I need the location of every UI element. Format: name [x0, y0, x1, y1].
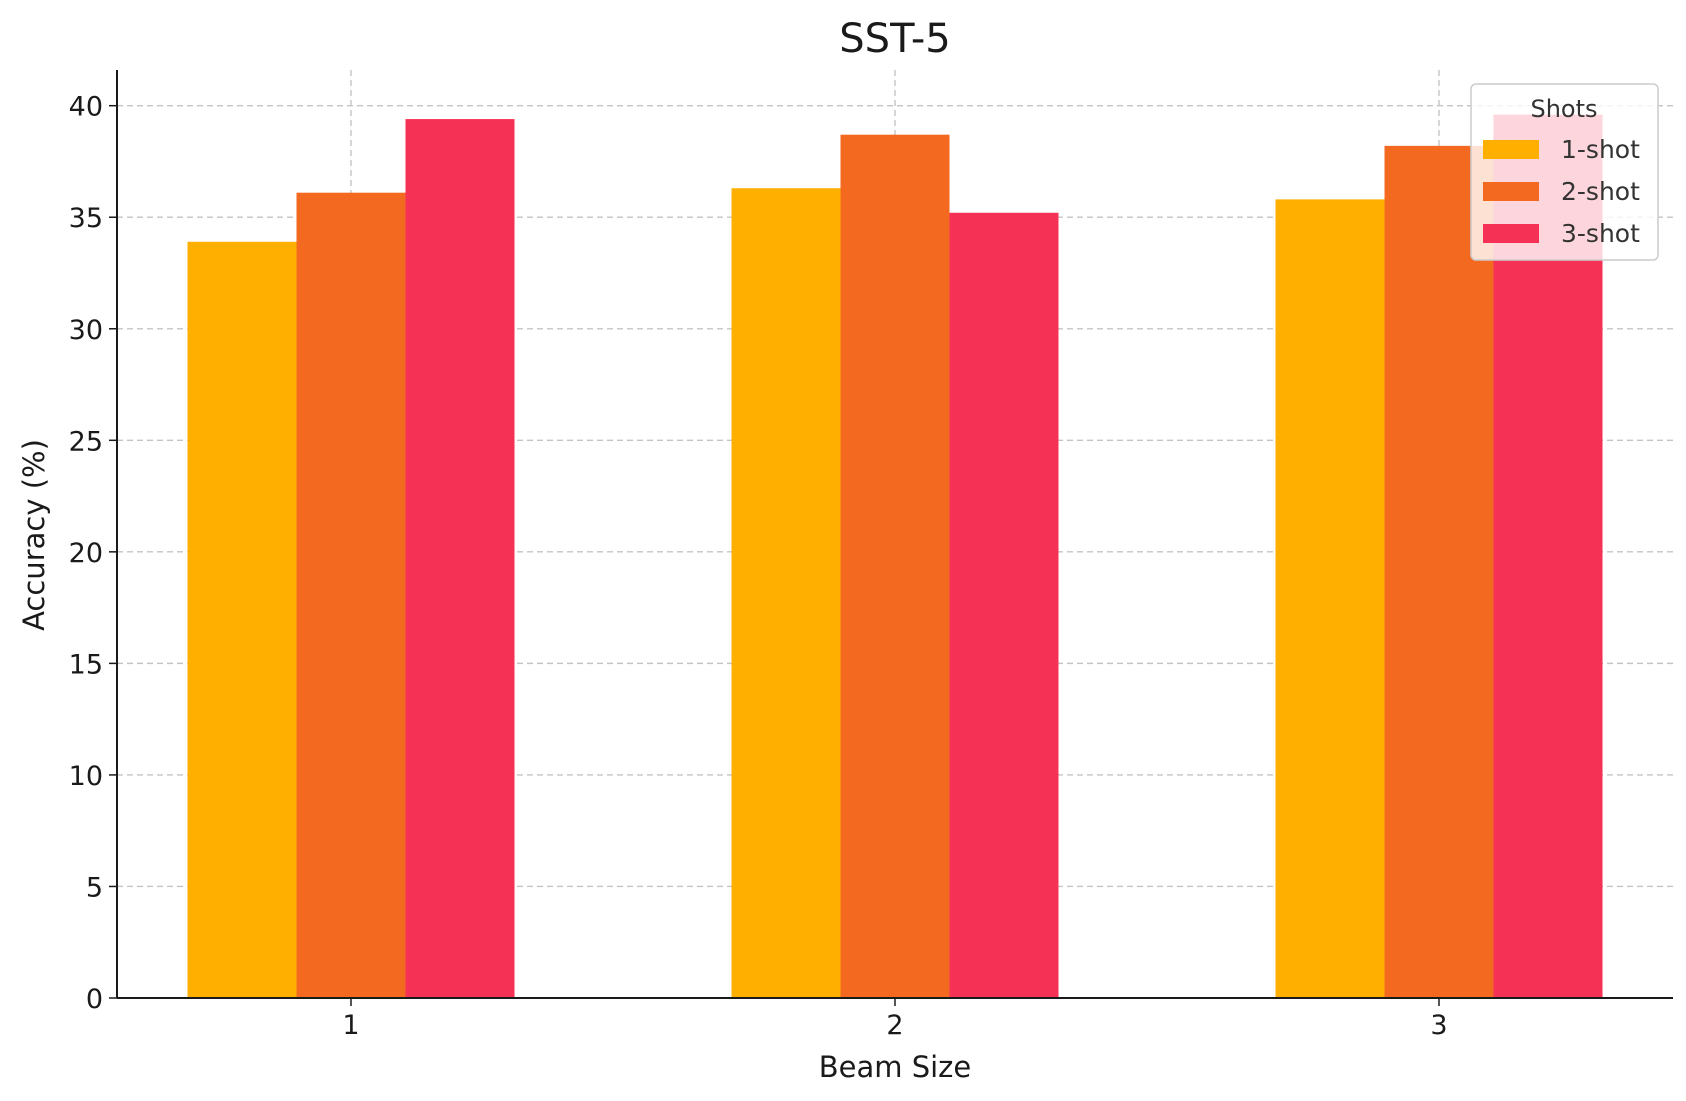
- y-tick-label: 30: [69, 315, 103, 346]
- x-tick-label: 3: [1430, 1010, 1447, 1041]
- x-tick-label: 1: [342, 1010, 359, 1041]
- bar-2-shot-2: [840, 134, 950, 998]
- legend-title: Shots: [1530, 95, 1597, 123]
- bar-3-shot-3: [1493, 114, 1603, 999]
- bar-1-shot-3: [1275, 199, 1385, 998]
- y-tick-label: 10: [69, 761, 103, 792]
- ticks: 0 5 10 15 20 25 30 35 40 1 2 3: [69, 92, 1448, 1041]
- legend-label-1-shot: 1-shot: [1561, 135, 1640, 164]
- legend-swatch-3-shot: [1483, 224, 1539, 243]
- bar-1-shot-2: [731, 188, 841, 998]
- y-tick-label: 40: [69, 92, 103, 123]
- y-tick-label: 5: [86, 872, 103, 903]
- y-tick-label: 0: [86, 984, 103, 1015]
- bar-2-shot-1: [296, 192, 406, 998]
- y-tick-label: 25: [69, 426, 103, 457]
- y-axis-label: Accuracy (%): [17, 439, 51, 631]
- legend-swatch-1-shot: [1483, 140, 1539, 159]
- x-tick-label: 2: [886, 1010, 903, 1041]
- y-tick-label: 20: [69, 538, 103, 569]
- legend-label-2-shot: 2-shot: [1561, 177, 1640, 206]
- x-axis-label: Beam Size: [819, 1050, 972, 1084]
- chart-title: SST-5: [839, 16, 950, 62]
- y-tick-label: 15: [69, 649, 103, 680]
- bar-1-shot-1: [187, 241, 297, 998]
- legend-items: 1-shot 2-shot 3-shot: [1483, 135, 1640, 248]
- bar-3-shot-2: [949, 212, 1059, 998]
- legend-label-3-shot: 3-shot: [1561, 219, 1640, 248]
- bar-2-shot-3: [1384, 145, 1494, 998]
- bar-3-shot-1: [405, 119, 515, 999]
- legend-box: [1470, 83, 1659, 261]
- y-tick-label: 35: [69, 203, 103, 234]
- legend-swatch-2-shot: [1483, 182, 1539, 201]
- bars: [187, 114, 1603, 999]
- legend: Shots 1-shot 2-shot 3-shot: [1470, 83, 1659, 261]
